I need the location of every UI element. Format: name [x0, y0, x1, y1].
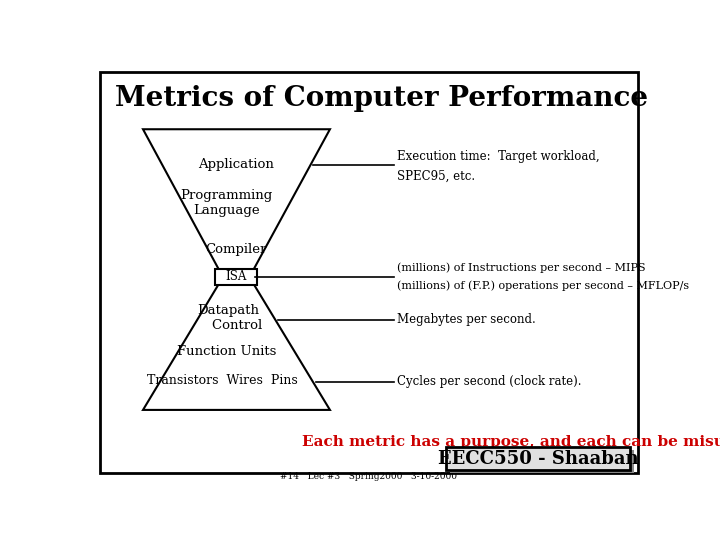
Text: Transistors  Wires  Pins: Transistors Wires Pins: [148, 374, 298, 387]
Polygon shape: [143, 281, 330, 410]
Text: Function Units: Function Units: [177, 345, 276, 358]
Text: Cycles per second (clock rate).: Cycles per second (clock rate).: [397, 375, 582, 388]
Text: Datapath
    Control: Datapath Control: [194, 303, 262, 332]
Text: Compiler: Compiler: [205, 243, 267, 256]
Text: #14   Lec #3   Spring2000   3-10-2000: #14 Lec #3 Spring2000 3-10-2000: [281, 472, 457, 481]
FancyBboxPatch shape: [215, 268, 257, 285]
Text: Programming
Language: Programming Language: [181, 189, 273, 217]
Text: Megabytes per second.: Megabytes per second.: [397, 313, 536, 326]
Text: (millions) of Instructions per second – MIPS: (millions) of Instructions per second – …: [397, 262, 646, 273]
Text: Execution time:  Target workload,: Execution time: Target workload,: [397, 150, 600, 163]
FancyBboxPatch shape: [450, 450, 634, 473]
Text: EECC550 - Shaaban: EECC550 - Shaaban: [438, 450, 639, 468]
Polygon shape: [143, 129, 330, 273]
Text: Application: Application: [198, 158, 274, 171]
FancyBboxPatch shape: [100, 72, 638, 473]
Text: Metrics of Computer Performance: Metrics of Computer Performance: [115, 85, 648, 112]
FancyBboxPatch shape: [446, 447, 630, 470]
Text: (millions) of (F.P.) operations per second – MFLOP/s: (millions) of (F.P.) operations per seco…: [397, 281, 689, 291]
Text: Each metric has a purpose, and each can be misused.: Each metric has a purpose, and each can …: [302, 435, 720, 449]
Text: SPEC95, etc.: SPEC95, etc.: [397, 170, 475, 183]
Text: ISA: ISA: [225, 271, 247, 284]
